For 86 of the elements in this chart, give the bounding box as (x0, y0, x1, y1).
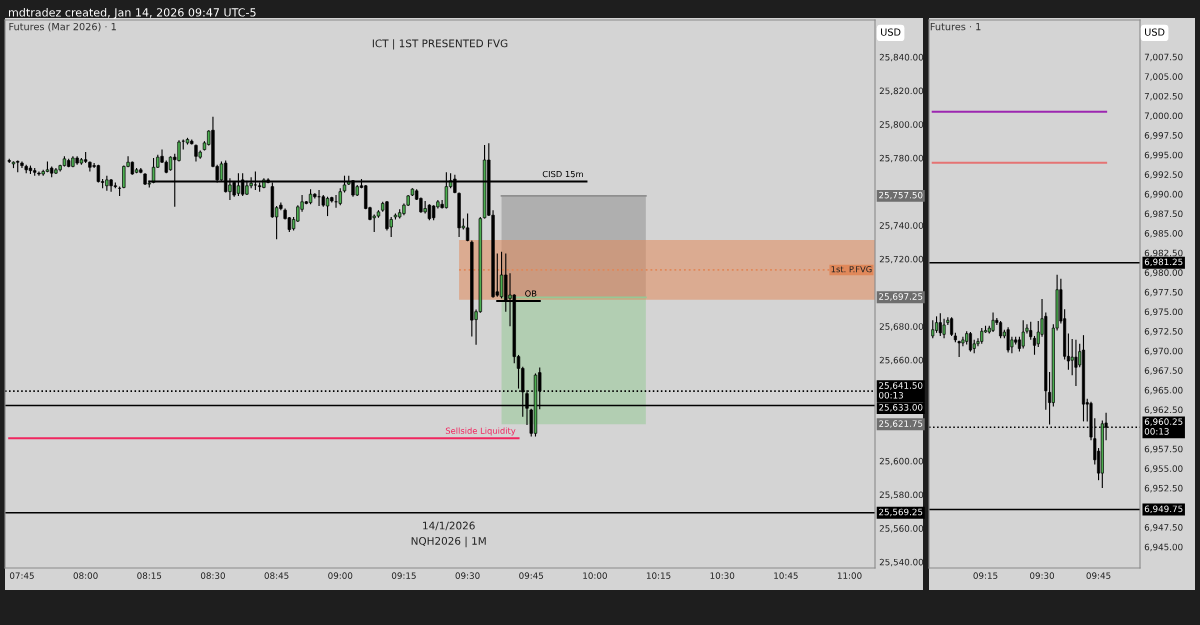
candlestick (991, 311, 995, 333)
y-tick-label: 6,995.00 (1144, 151, 1183, 160)
x-tick-label: 07:45 (9, 572, 34, 579)
y-tick-label: 6,957.50 (1144, 445, 1183, 454)
ref-line-label: 6,960.25 00:13 (1144, 418, 1183, 435)
chart-title: Futures (Mar 2026) · 1 (9, 22, 116, 32)
ref-line-label: 25,641.50 00:13 (879, 382, 923, 399)
ref-line-label: 25,569.25 (879, 508, 923, 517)
y-tick-label: 6,975.00 (1144, 308, 1183, 316)
candlestick (325, 196, 330, 217)
series-label: CISD 15m (542, 170, 583, 178)
x-tick-label: 09:15 (973, 572, 998, 579)
candlestick (1006, 326, 1010, 353)
candlestick (950, 316, 954, 337)
annotation: 14/1/2026 (423, 521, 475, 531)
candlestick (499, 251, 504, 299)
text: 25,621.75 (879, 420, 923, 428)
y-tick-label: 6,977.50 (1144, 288, 1183, 297)
y-tick-label: 6,972.50 (1144, 328, 1183, 336)
y-tick-label: 7,007.50 (1144, 53, 1183, 62)
x-tick-label: 08:15 (137, 572, 162, 579)
candlestick (423, 200, 427, 215)
y-tick-label: 6,982.50 (1144, 249, 1183, 258)
x-tick-label: 10:00 (583, 572, 607, 579)
x-tick-label: 11:00 (837, 572, 862, 579)
y-tick-label: 25,820.00 (879, 87, 924, 96)
y-tick-label: 25,580.00 (879, 491, 924, 499)
series-label: 1st. P.FVG (831, 266, 872, 273)
candlestick (931, 319, 935, 339)
x-tick-label: 09:00 (328, 572, 353, 579)
x-tick-label: 10:15 (646, 572, 671, 579)
candlestick (1070, 338, 1074, 376)
x-tick-label: 08:30 (200, 572, 225, 579)
candlestick (1021, 319, 1025, 350)
y-tick-label: 25,780.00 (879, 154, 924, 163)
y-tick-label: 6,965.00 (1144, 386, 1183, 395)
x-tick-label: 09:15 (391, 572, 416, 579)
y-tick-label: 25,800.00 (879, 121, 924, 129)
y-tick-label: 6,967.50 (1144, 367, 1183, 375)
series-label: Sellside Liquidity (445, 427, 516, 436)
y-tick-label: 6,997.50 (1144, 132, 1183, 140)
annotation: NQH2026 | 1M (411, 536, 486, 548)
text: 25,697.25 (879, 293, 923, 301)
y-tick-label: 6,952.50 (1144, 484, 1183, 493)
y-tick-label: 25,740.00 (879, 222, 924, 230)
y-tick-label: 6,962.50 (1144, 406, 1183, 414)
x-tick-label: 10:30 (710, 572, 735, 579)
y-tick-label: 6,980.00 (1144, 269, 1183, 277)
chart-title: Futures · 1 (930, 23, 981, 31)
text: USD (881, 28, 901, 36)
x-tick-label: 09:30 (1030, 572, 1055, 579)
y-tick-label: 7,002.50 (1144, 92, 1183, 101)
y-tick-label: 25,680.00 (879, 323, 924, 331)
text: mdtradez created, Jan 14, 2026 09:47 UTC-5 (9, 8, 256, 19)
x-tick-label: 08:45 (264, 572, 289, 579)
y-tick-label: 6,990.00 (1144, 190, 1183, 199)
y-tick-label: 7,000.00 (1144, 112, 1183, 120)
text: 25,757.50 (879, 191, 923, 200)
y-tick-label: 6,987.50 (1144, 210, 1183, 218)
series-label: OB (525, 290, 537, 297)
x-tick-label: 09:45 (1086, 572, 1111, 579)
text: USD (1145, 28, 1165, 36)
y-tick-label: 25,540.00 (879, 558, 924, 567)
ref-line-label: 6,981.25 (1144, 258, 1183, 267)
x-tick-label: 09:45 (519, 572, 544, 579)
candlestick (105, 175, 109, 192)
y-tick-label: 25,720.00 (879, 255, 924, 264)
ref-line-label: 25,633.00 (879, 404, 923, 412)
candlestick (1074, 339, 1078, 387)
y-tick-label: 25,560.00 (879, 525, 924, 533)
y-tick-label: 6,992.50 (1144, 171, 1183, 179)
text: ICT | 1ST PRESENTED FVG (372, 39, 508, 50)
x-tick-label: 08:00 (73, 572, 98, 579)
y-tick-label: 6,945.00 (1144, 543, 1183, 552)
y-tick-label: 7,005.00 (1144, 73, 1183, 81)
y-tick-label: 25,660.00 (879, 356, 924, 365)
y-tick-label: 25,600.00 (879, 457, 924, 466)
ref-line-label: 6,949.75 (1144, 505, 1183, 514)
y-tick-label: 25,840.00 (879, 53, 924, 62)
y-tick-label: 6,970.00 (1144, 347, 1183, 356)
y-tick-label: 6,955.00 (1144, 465, 1183, 473)
y-tick-label: 6,985.00 (1144, 230, 1183, 238)
candlestick (37, 170, 41, 177)
x-tick-label: 09:30 (455, 572, 480, 579)
x-tick-label: 10:45 (774, 572, 798, 579)
y-tick-label: 6,947.50 (1144, 524, 1183, 532)
